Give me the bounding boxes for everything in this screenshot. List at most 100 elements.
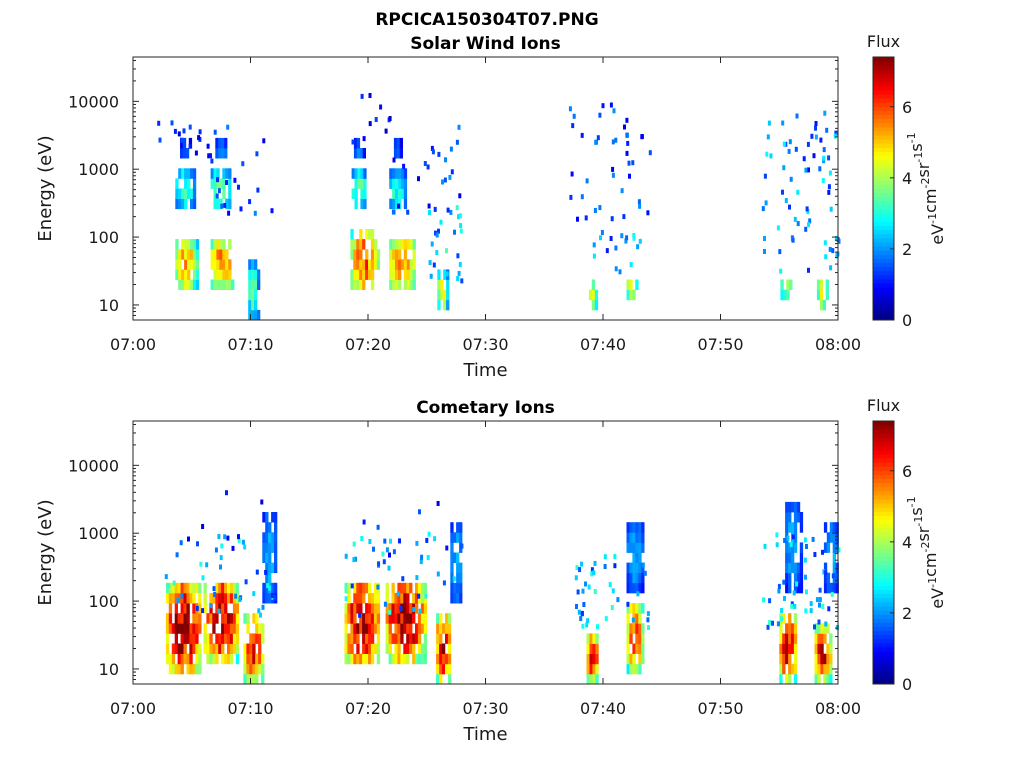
flux-cell [829,633,833,644]
unit-base: cm [921,189,940,213]
flux-cell [817,623,821,634]
flux-cell [177,613,181,624]
flux-cell [181,239,185,250]
unit-exponent: -2 [919,178,932,189]
flux-cell [215,593,219,604]
flux-cell [368,613,372,624]
flux-cell [271,542,275,553]
flux-cell [829,206,833,212]
flux-cell [379,104,383,110]
flux-cell [636,244,640,250]
flux-cell [832,562,836,574]
flux-cell [403,603,407,614]
flux-cell [172,580,176,586]
x-tick-label: 07:20 [345,335,391,354]
flux-cell [819,137,823,143]
flux-cell [356,653,360,665]
flux-cell [210,249,214,260]
y-axis-label: Energy (eV) [35,499,56,605]
flux-cell [235,593,240,604]
flux-cell [823,240,827,246]
flux-cell [183,582,187,594]
flux-cell [244,579,248,585]
flux-cell [215,603,219,614]
flux-cell [190,198,194,210]
flux-cell [221,137,225,149]
colorbar-strip [873,581,894,586]
colorbar-strip [873,577,894,582]
flux-cell [225,269,229,280]
flux-cell [356,623,360,634]
colorbar-strip [873,102,894,107]
flux-cell [392,259,396,270]
flux-cell [165,653,170,665]
colorbar-strip [873,437,894,443]
flux-cell [457,270,461,276]
flux-cell [807,267,810,273]
flux-cell [804,167,808,173]
flux-cell [384,128,388,134]
flux-cell [350,623,354,634]
colorbar-strip [873,98,894,103]
flux-cell [365,623,369,634]
flux-cell [234,593,238,599]
colorbar-strip [873,311,894,317]
flux-cell [216,269,220,280]
colorbar-strip [873,122,894,128]
flux-cell [385,603,389,614]
flux-cell [237,538,241,544]
colorbar-strip [873,605,894,611]
flux-cell [181,269,185,280]
flux-cell [362,148,366,159]
flux-cell [813,552,817,557]
flux-cell [786,535,790,541]
flux-cell [268,532,272,543]
flux-cell [406,613,410,624]
flux-cell [187,178,191,189]
flux-cell [226,535,230,541]
flux-cell [189,582,193,594]
flux-cell [782,165,786,171]
flux-cell [385,633,389,644]
flux-cell [188,137,193,149]
flux-cell [420,603,425,614]
flux-cell [219,178,223,189]
flux-cell [354,198,358,210]
flux-cell [177,623,181,634]
flux-cell [761,206,765,212]
flux-cell [213,249,217,260]
flux-cell [779,653,783,665]
flux-cell [165,593,170,604]
flux-cell [243,673,247,685]
flux-cell [178,188,182,199]
flux-cell [440,279,444,290]
flux-cell [625,132,629,138]
flux-cell [436,633,440,644]
flux-cell [763,236,766,241]
flux-cell [626,522,630,533]
flux-cell [626,603,630,614]
flux-cell [175,198,179,210]
flux-cell [399,137,403,149]
flux-cell [212,593,216,604]
flux-cell [803,537,807,543]
flux-cell [821,604,825,609]
colorbar-strip [873,250,894,255]
flux-cell [209,653,213,665]
flux-cell [459,582,463,594]
flux-cell [258,653,262,665]
flux-cell [198,603,202,614]
flux-cell [809,601,813,607]
flux-cell [632,235,636,241]
flux-cell [255,633,259,644]
flux-cell [428,260,432,266]
flux-cell [388,653,392,665]
flux-cell [365,582,369,594]
colorbar-strip [873,106,894,111]
flux-cell [218,603,222,614]
flux-cell [251,289,255,301]
flux-cell [370,623,375,634]
flux-cell [629,603,633,614]
flux-cell [354,188,358,199]
flux-cell [221,603,225,614]
